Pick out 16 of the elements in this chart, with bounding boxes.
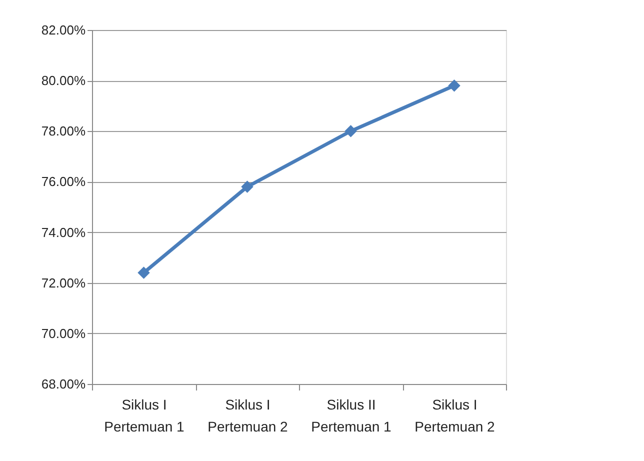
y-tick-label: 82.00% <box>41 22 86 38</box>
y-tick-label: 72.00% <box>41 275 86 290</box>
point <box>241 180 254 193</box>
y-tick-label: 70.00% <box>41 326 86 341</box>
y-tick-label: 76.00% <box>41 174 86 190</box>
point <box>344 125 357 138</box>
point <box>138 266 150 279</box>
x-tick-label: Siklus I Pertemuan 2 <box>208 396 288 434</box>
y-tick-label: 80.00% <box>41 73 86 88</box>
y-tick-label: 74.00% <box>41 224 86 240</box>
x-tick-label: Siklus II Pertemuan 1 <box>311 396 392 434</box>
point <box>448 80 460 92</box>
x-tick-label: Siklus I Pertemuan 2 <box>414 396 496 434</box>
x-tick-label: Siklus I Pertemuan 1 <box>104 396 185 434</box>
y-tick-label: 78.00% <box>41 124 86 139</box>
y-tick-label: 68.00% <box>41 376 86 392</box>
